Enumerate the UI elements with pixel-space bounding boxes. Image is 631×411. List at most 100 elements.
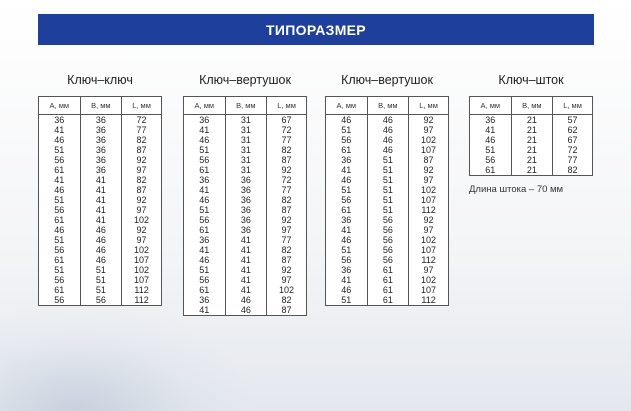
cell-a: 56 (38, 275, 81, 285)
cell-b: 51 (79, 275, 123, 285)
table-row: 51 46 97 (325, 125, 449, 135)
cell-a: 46 (38, 135, 81, 145)
table-row: 46 31 77 (183, 135, 307, 145)
cell-a: 56 (38, 205, 81, 215)
cell-l: 107 (408, 145, 449, 155)
size-group-key-key: Ключ–ключ А, мм В, мм L, мм 36 36 72 41 36 77… (38, 72, 162, 306)
cell-l: 102 (408, 185, 449, 195)
cell-l: 72 (266, 125, 307, 135)
cell-l: 77 (266, 135, 307, 145)
cell-l: 92 (266, 265, 307, 275)
cell-b: 56 (366, 235, 410, 245)
cell-b: 61 (366, 265, 410, 275)
table-row: 46 56 102 (325, 235, 449, 245)
cell-b: 31 (224, 165, 268, 175)
cell-a: 51 (38, 195, 81, 205)
cell-b: 46 (79, 225, 123, 235)
cell-b: 36 (79, 145, 123, 155)
cell-b: 21 (510, 165, 554, 176)
cell-a: 61 (183, 285, 226, 295)
cell-a: 51 (469, 145, 512, 155)
cell-l: 92 (266, 215, 307, 225)
table-row: 46 36 82 (38, 135, 162, 145)
cell-a: 36 (183, 175, 226, 185)
table-row: 41 61 102 (325, 275, 449, 285)
cell-a: 41 (469, 125, 512, 135)
cell-l: 112 (121, 295, 162, 306)
cell-l: 92 (408, 114, 449, 125)
cell-b: 21 (510, 145, 554, 155)
cell-b: 31 (224, 125, 268, 135)
cell-l: 87 (121, 145, 162, 155)
size-table: А, мм В, мм L, мм 36 36 72 41 36 77 46 36 82 51 36… (38, 96, 162, 306)
cell-b: 36 (79, 165, 123, 175)
cell-a: 41 (325, 165, 368, 175)
cell-l: 72 (121, 114, 162, 125)
cell-a: 56 (183, 155, 226, 165)
cell-a: 36 (325, 215, 368, 225)
cell-l: 87 (121, 185, 162, 195)
cell-b: 46 (366, 145, 410, 155)
cell-l: 87 (266, 155, 307, 165)
cell-b: 41 (79, 195, 123, 205)
page-title-banner: ТИПОРАЗМЕР (38, 14, 594, 45)
cell-b: 31 (224, 155, 268, 165)
table-row: 56 51 107 (325, 195, 449, 205)
cell-l: 97 (121, 235, 162, 245)
cell-b: 21 (510, 114, 554, 125)
table-row: 61 46 107 (38, 255, 162, 265)
cell-b: 46 (224, 305, 268, 316)
table-row: 61 41 102 (38, 215, 162, 225)
cell-a: 36 (183, 295, 226, 305)
table-row: 61 36 97 (183, 225, 307, 235)
table-row: 41 51 92 (325, 165, 449, 175)
cell-a: 51 (183, 205, 226, 215)
cell-l: 112 (408, 255, 449, 265)
cell-l: 97 (266, 275, 307, 285)
table-row: 51 41 92 (183, 265, 307, 275)
cell-b: 21 (510, 135, 554, 145)
table-row: 61 51 112 (325, 205, 449, 215)
cell-a: 46 (183, 195, 226, 205)
table-row: 36 56 92 (325, 215, 449, 225)
cell-b: 51 (366, 195, 410, 205)
table-row: 56 36 92 (183, 215, 307, 225)
cell-l: 102 (408, 235, 449, 245)
table-row: 61 41 102 (183, 285, 307, 295)
cell-b: 31 (224, 135, 268, 145)
column-header-a: А, мм (38, 96, 81, 115)
table-row: 41 36 77 (183, 185, 307, 195)
cell-l: 82 (552, 165, 593, 176)
cell-a: 46 (325, 175, 368, 185)
column-header-a: А, мм (469, 96, 512, 115)
table-row: 51 31 82 (183, 145, 307, 155)
table-row: 56 41 97 (183, 275, 307, 285)
table-row: 46 41 87 (38, 185, 162, 195)
cell-b: 41 (224, 255, 268, 265)
table-row: 41 21 62 (469, 125, 593, 135)
cell-l: 102 (266, 285, 307, 295)
cell-a: 61 (325, 205, 368, 215)
table-row: 56 56 112 (325, 255, 449, 265)
cell-l: 112 (408, 295, 449, 306)
rod-length-note: Длина штока – 70 мм (469, 184, 564, 195)
table-row: 51 21 72 (469, 145, 593, 155)
cell-a: 51 (38, 145, 81, 155)
cell-b: 46 (79, 245, 123, 255)
column-header-l: L, мм (266, 96, 307, 115)
table-row: 46 36 82 (183, 195, 307, 205)
cell-b: 36 (224, 185, 268, 195)
cell-l: 97 (121, 165, 162, 175)
cell-b: 41 (224, 265, 268, 275)
cell-a: 51 (183, 145, 226, 155)
cell-l: 92 (408, 215, 449, 225)
cell-a: 51 (38, 265, 81, 275)
cell-b: 46 (366, 135, 410, 145)
table-row: 36 51 87 (325, 155, 449, 165)
table-row: 46 46 92 (38, 225, 162, 235)
cell-a: 36 (469, 114, 512, 125)
table-row: 41 46 87 (183, 305, 307, 316)
table-row: 51 41 92 (38, 195, 162, 205)
page-title: ТИПОРАЗМЕР (266, 21, 366, 38)
cell-l: 87 (408, 155, 449, 165)
